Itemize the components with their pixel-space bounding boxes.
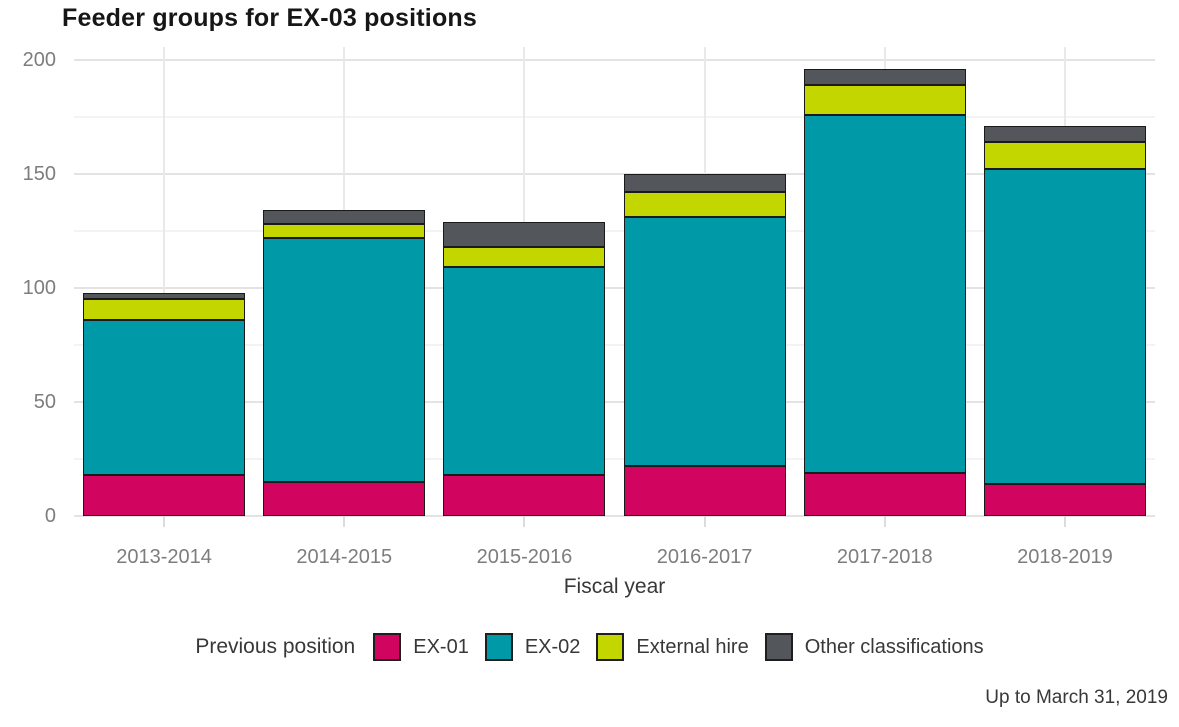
gridline-minor xyxy=(74,458,1155,460)
legend-item-ex-01: EX-01 xyxy=(373,633,469,661)
legend-label: Other classifications xyxy=(804,635,984,658)
plot-area xyxy=(74,47,1155,517)
gridline-vertical xyxy=(163,47,166,516)
y-axis-tick-label: 100 xyxy=(22,277,56,299)
gridline-minor xyxy=(74,230,1155,232)
bar-segment-external-hire xyxy=(263,224,426,238)
bar-segment-ex-02 xyxy=(803,114,966,473)
x-axis-tick-label: 2013-2014 xyxy=(116,546,212,568)
gridline-major xyxy=(74,173,1155,175)
bar-segment-ex-02 xyxy=(443,267,606,475)
y-axis-tick-label: 200 xyxy=(22,49,56,71)
y-axis-tick-label: 0 xyxy=(44,505,56,527)
bar-segment-ex-01 xyxy=(263,481,426,516)
gridline-major xyxy=(74,401,1155,403)
chart-caption: Up to March 31, 2019 xyxy=(985,687,1168,708)
x-axis-tick-label: 2014-2015 xyxy=(296,546,393,568)
x-axis-title: Fiscal year xyxy=(563,575,666,598)
legend-title: Previous position xyxy=(195,635,356,658)
legend-swatch-ex-01 xyxy=(373,633,402,661)
legend-label: External hire xyxy=(636,635,749,658)
x-axis-tick xyxy=(703,516,706,527)
y-axis-tick-label: 150 xyxy=(22,163,56,185)
bar-segment-other-classifications xyxy=(443,221,606,247)
bar-segment-external-hire xyxy=(623,192,786,218)
legend-swatch-external-hire xyxy=(596,633,625,661)
chart-title: Feeder groups for EX-03 positions xyxy=(62,4,477,32)
legend-swatch-ex-02 xyxy=(484,633,513,661)
bar-segment-other-classifications xyxy=(263,210,426,225)
bar-segment-other-classifications xyxy=(803,69,966,86)
bar-segment-external-hire xyxy=(83,299,246,320)
legend-swatch-other-classifications xyxy=(764,633,793,661)
bar-segment-external-hire xyxy=(983,142,1146,170)
gridline-major xyxy=(74,59,1155,61)
bar-segment-ex-01 xyxy=(983,484,1146,516)
x-axis-tick xyxy=(1063,516,1066,527)
bar-segment-ex-02 xyxy=(83,319,246,475)
bar-segment-other-classifications xyxy=(623,174,786,193)
x-axis-tick-label: 2017-2018 xyxy=(836,546,933,568)
y-axis-tick-label: 50 xyxy=(33,391,56,413)
bar-segment-ex-02 xyxy=(263,237,426,482)
legend-item-external-hire: External hire xyxy=(596,633,749,661)
legend-label: EX-01 xyxy=(413,635,469,658)
x-axis-tick-label: 2015-2016 xyxy=(476,546,573,568)
bar-segment-ex-02 xyxy=(623,217,786,466)
gridline-major xyxy=(74,515,1155,517)
bar-segment-ex-01 xyxy=(803,472,966,516)
bar-segment-ex-01 xyxy=(443,474,606,516)
legend: Previous position EX-01 EX-02 External hir… xyxy=(0,633,1179,661)
x-axis-tick xyxy=(883,516,886,527)
gridline-minor xyxy=(74,344,1155,346)
bar-segment-ex-01 xyxy=(83,474,246,516)
bar-segment-other-classifications xyxy=(83,292,246,300)
bar-segment-other-classifications xyxy=(983,126,1146,143)
legend-item-other-classifications: Other classifications xyxy=(764,633,984,661)
bar-segment-ex-01 xyxy=(623,465,786,516)
legend-item-ex-02: EX-02 xyxy=(484,633,581,661)
x-axis-tick xyxy=(343,516,346,527)
gridline-major xyxy=(74,287,1155,289)
bar-segment-external-hire xyxy=(443,246,606,268)
x-axis-tick xyxy=(523,516,526,527)
x-axis-tick-label: 2016-2017 xyxy=(656,546,753,568)
bar-segment-ex-02 xyxy=(983,169,1146,485)
bar-segment-external-hire xyxy=(803,85,966,115)
x-axis-tick-label: 2018-2019 xyxy=(1017,546,1113,568)
x-axis-tick xyxy=(163,516,166,527)
gridline-minor xyxy=(74,116,1155,118)
legend-label: EX-02 xyxy=(524,635,581,658)
